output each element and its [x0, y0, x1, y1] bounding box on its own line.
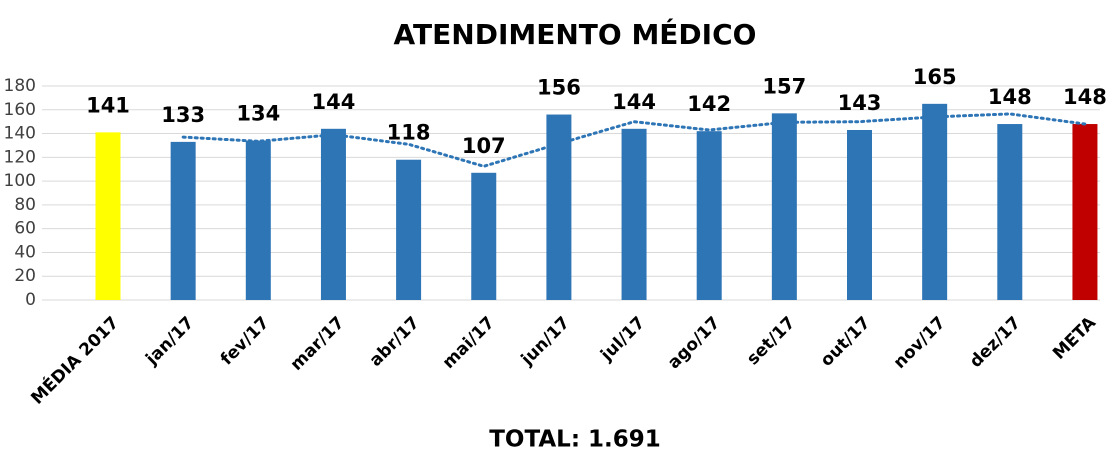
data-label: 141	[86, 93, 130, 117]
bar	[997, 124, 1023, 301]
x-tick-label: META	[1049, 312, 1100, 363]
data-label: 144	[312, 90, 356, 114]
x-tick-label: jul/17	[596, 313, 649, 366]
x-tick-label: mar/17	[287, 313, 349, 375]
y-tick-label: 20	[14, 266, 36, 286]
x-tick-label: out/17	[817, 313, 875, 371]
x-tick-label: ago/17	[664, 313, 724, 373]
x-tick-label: MÉDIA 2017	[26, 312, 123, 409]
x-tick-label: set/17	[743, 313, 799, 369]
y-tick-label: 100	[4, 171, 36, 191]
bar	[922, 103, 948, 300]
bar	[396, 159, 422, 300]
y-tick-label: 120	[4, 147, 36, 167]
data-label: 142	[687, 92, 731, 116]
bar	[170, 141, 196, 300]
total-annotation: TOTAL: 1.691	[489, 427, 661, 453]
data-label: 118	[387, 121, 431, 145]
data-label: 156	[537, 76, 581, 100]
x-tick-label: dez/17	[966, 313, 1025, 372]
bar	[245, 140, 271, 300]
y-tick-label: 180	[4, 76, 36, 96]
y-tick-label: 160	[4, 100, 36, 120]
bar	[95, 132, 121, 300]
data-label: 107	[462, 134, 506, 158]
data-label: 157	[762, 74, 806, 98]
x-tick-label: nov/17	[890, 313, 950, 373]
y-tick-label: 0	[25, 290, 36, 310]
data-label: 148	[988, 85, 1032, 109]
data-label: 143	[838, 91, 882, 115]
data-label: 134	[236, 102, 280, 126]
data-label: 148	[1063, 85, 1107, 109]
y-tick-label: 140	[4, 124, 36, 144]
x-tick-label: fev/17	[217, 313, 273, 369]
bar	[771, 113, 797, 300]
bar	[696, 131, 722, 300]
data-label: 144	[612, 90, 656, 114]
y-tick-label: 80	[14, 195, 36, 215]
x-tick-label: mai/17	[439, 313, 499, 373]
bar	[320, 128, 346, 300]
x-tick-label: jan/17	[141, 313, 198, 370]
trend-line	[181, 112, 1087, 168]
bar	[621, 128, 647, 300]
y-tick-label: 60	[14, 219, 36, 239]
chart-title: ATENDIMENTO MÉDICO	[394, 17, 757, 51]
data-label: 133	[161, 103, 205, 127]
bar	[471, 172, 497, 300]
data-label: 165	[913, 65, 957, 89]
x-tick-label: jun/17	[517, 313, 574, 370]
y-tick-label: 40	[14, 242, 36, 262]
bar	[847, 129, 872, 300]
x-tick-label: abr/17	[366, 313, 424, 371]
bar	[1072, 124, 1098, 301]
